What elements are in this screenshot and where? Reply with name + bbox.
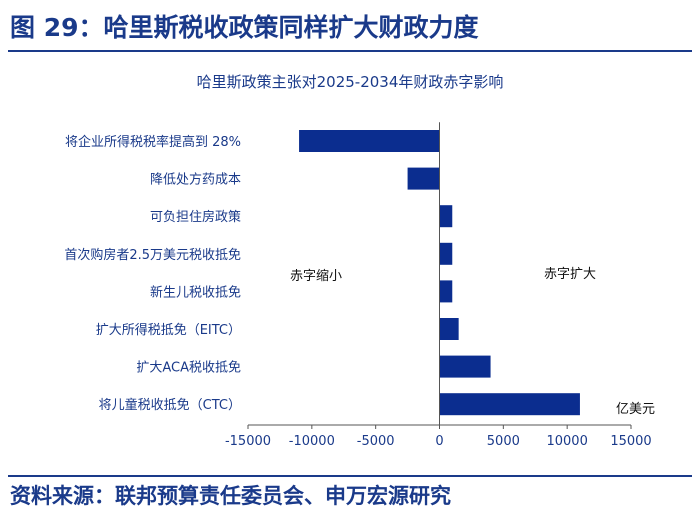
bar — [407, 167, 440, 190]
category-label: 扩大ACA税收抵免 — [136, 361, 241, 376]
x-tick-label: 5000 — [487, 434, 520, 449]
x-tick-label: -10000 — [289, 434, 335, 449]
annotation-deficit-shrink: 赤字缩小 — [290, 268, 342, 284]
category-label: 首次购房者2.5万美元税收抵免 — [64, 247, 241, 263]
category-label: 将儿童税收抵免（CTC） — [99, 397, 241, 413]
figure-title: 图 29：哈里斯税收政策同样扩大财政力度 — [10, 13, 479, 42]
x-axis: -15000 -10000 -5000 0 5000 10000 15000 — [225, 122, 652, 449]
bar-chart: 哈里斯政策主张对2025-2034年财政赤字影响 将企业所得税税率提高到 28%… — [64, 73, 655, 449]
source-note: 资料来源：联邦预算责任委员会、申万宏源研究 — [10, 484, 451, 508]
annotation-deficit-expand: 赤字扩大 — [544, 267, 596, 282]
category-label: 新生儿税收抵免 — [150, 284, 241, 300]
bar — [439, 318, 459, 340]
bar — [439, 205, 453, 228]
bars — [299, 130, 580, 416]
x-tick-label: 0 — [435, 434, 443, 449]
bar — [439, 393, 580, 416]
category-label: 降低处方药成本 — [150, 172, 241, 188]
source-divider — [8, 475, 692, 477]
chart-title: 哈里斯政策主张对2025-2034年财政赤字影响 — [197, 73, 504, 91]
x-tick-label: -5000 — [357, 434, 395, 449]
category-labels: 将企业所得税税率提高到 28% 降低处方药成本可负担住房政策首次购房者2.5万美元… — [64, 134, 241, 413]
annotation-unit: 亿美元 — [616, 402, 655, 417]
x-tick-label: 15000 — [610, 434, 651, 449]
category-label: 可负担住房政策 — [150, 209, 241, 225]
title-divider — [8, 50, 692, 52]
bar — [439, 242, 453, 265]
bar — [439, 280, 453, 303]
x-tick-label: -15000 — [225, 434, 271, 449]
bar — [299, 130, 440, 152]
x-tick-label: 10000 — [546, 434, 587, 449]
category-label: 扩大所得税抵免（EITC） — [96, 322, 241, 338]
bar — [439, 355, 491, 378]
category-label: 将企业所得税税率提高到 28% — [65, 134, 241, 150]
